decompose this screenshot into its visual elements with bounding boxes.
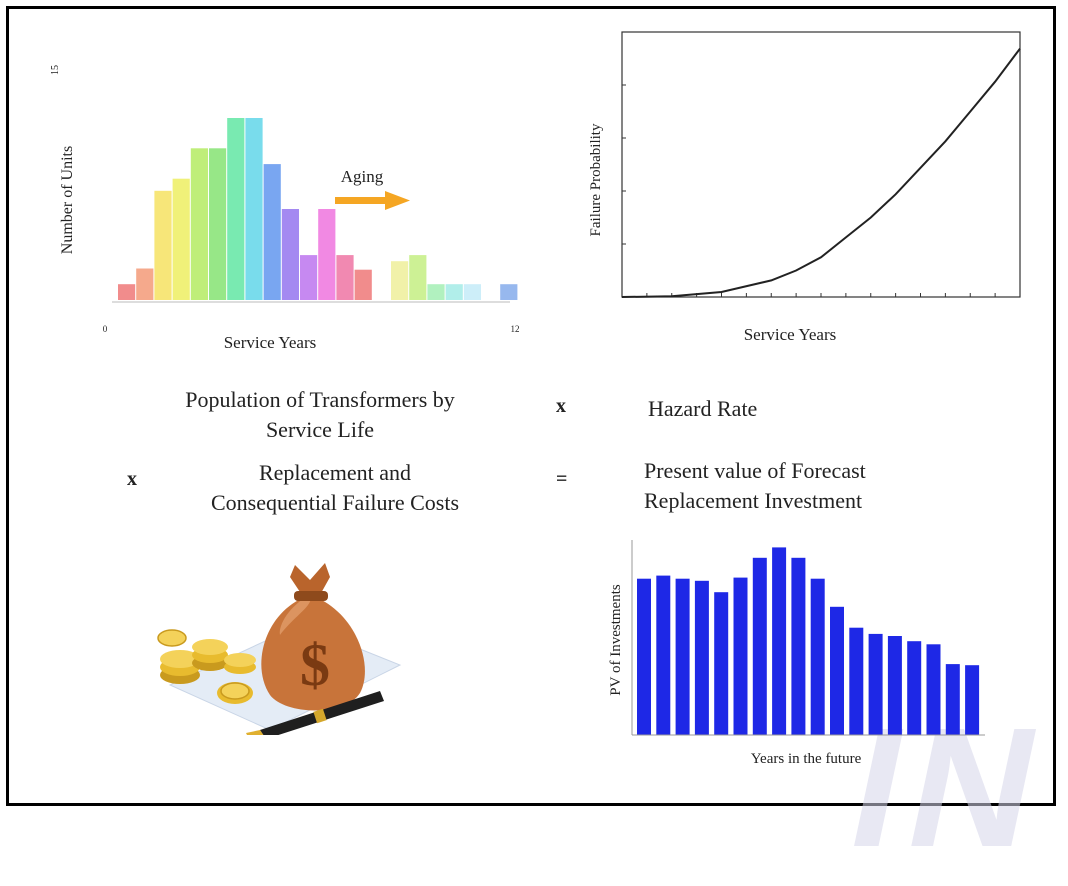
histogram-bar [300,255,318,300]
pv-bar [926,644,941,735]
result-label-line2: Replacement Investment [644,488,863,513]
histogram-bar [227,118,245,300]
costs-label: Replacement and Consequential Failure Co… [160,458,510,518]
pv-investments-chart: PV of Investments Years in the future [608,540,985,767]
population-label-line2: Service Life [265,417,375,442]
pv-x-axis-label: Years in the future [751,751,862,767]
histogram-bar [136,268,154,300]
histogram-bar [463,284,481,300]
pv-bar [772,547,787,735]
histogram-bar [427,284,445,300]
pv-bar [945,664,960,735]
histogram-chart: 15 0 12 Number of Units Service Years Ag… [50,65,520,352]
pv-bar [637,578,651,735]
histogram-bar [445,284,463,300]
aging-annotation: Aging [341,167,384,186]
pv-y-axis-label: PV of Investments [608,584,624,696]
hazard-x-axis-label: Service Years [744,325,837,344]
pv-bar [830,606,844,735]
hazard-curve-line [621,47,1021,298]
aging-arrow-icon [335,191,410,210]
histogram-bar [281,209,299,300]
hazard-rate-label: Hazard Rate [648,396,758,421]
hazard-curve-chart: Failure Probability Service Years [588,31,1021,344]
histogram-bar [190,148,208,300]
pv-bar [733,577,748,735]
pv-bar [868,633,883,735]
population-label: Population of Transformers by Service Li… [140,385,500,445]
costs-label-line1: Replacement and [258,460,412,485]
hazard-y-axis-label: Failure Probability [588,123,604,236]
histogram-bar [336,255,354,300]
histogram-y-tick-label: 15 [50,65,61,75]
population-label-line1: Population of Transformers by [185,387,455,412]
histogram-bars [118,118,518,300]
multiply-sign: x [127,468,137,490]
hazard-axis-ticks [622,84,996,297]
result-label: Present value of Forecast Replacement In… [644,456,866,516]
pv-bar [656,575,671,735]
histogram-bar [263,164,281,300]
coin-stack-icon [157,629,256,704]
histogram-x-axis-label: Service Years [224,333,317,352]
costs-label-line2: Consequential Failure Costs [210,490,460,515]
histogram-bar [318,209,336,300]
histogram-bar [154,190,172,300]
pv-bar [714,592,729,735]
pv-bar [675,578,690,735]
pv-bar [752,557,767,735]
histogram-bar [391,261,409,300]
pv-bar [965,665,980,735]
histogram-bar [245,118,263,300]
pen-icon [246,691,384,735]
result-label-line1: Present value of Forecast [644,458,866,483]
histogram-x-tick-label: 0 [103,324,108,334]
equals-sign: = [556,468,568,490]
histogram-bar [172,178,190,300]
pv-bar [849,627,864,735]
money-bag-icon: $ [261,563,365,711]
pv-bars [637,547,980,735]
pv-bar [810,578,825,735]
histogram-bar [209,148,227,300]
histogram-bar [409,255,427,300]
dollar-sign-icon: $ [300,632,330,698]
pv-bar [791,557,806,735]
histogram-bar [500,284,518,300]
histogram-x-tick-label: 12 [511,324,520,334]
histogram-bar [354,269,372,300]
money-bag-with-coins-and-pen-icon: $ [157,563,402,735]
histogram-y-axis-label: Number of Units [59,146,76,254]
pv-bar [907,641,922,735]
multiply-sign: x [556,395,566,417]
pv-bar [887,636,902,735]
histogram-bar [118,284,136,300]
pv-bar [694,580,709,735]
